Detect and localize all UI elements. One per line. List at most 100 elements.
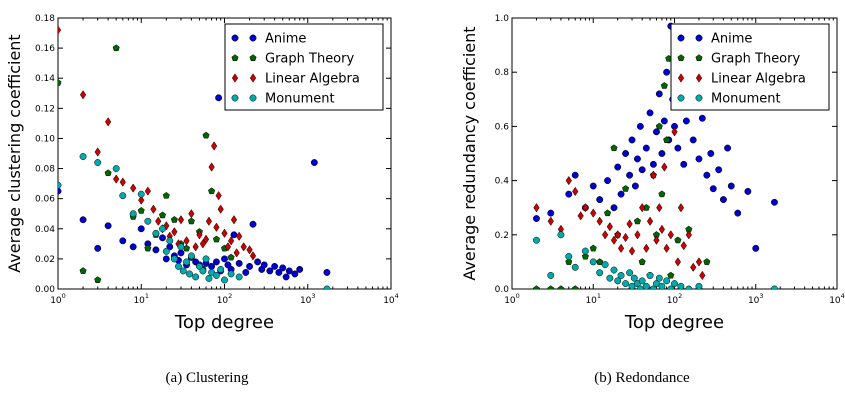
point-linear-algebra bbox=[240, 242, 247, 252]
point-anime bbox=[159, 234, 166, 242]
point-monument bbox=[179, 267, 187, 275]
legend-marker-anime bbox=[231, 34, 239, 42]
point-monument bbox=[58, 181, 62, 189]
point-monument bbox=[235, 273, 243, 281]
point-monument bbox=[557, 231, 565, 239]
point-anime bbox=[719, 196, 727, 204]
point-anime bbox=[323, 268, 331, 276]
point-graph-theory bbox=[104, 169, 112, 177]
point-anime bbox=[215, 94, 223, 102]
point-linear-algebra bbox=[680, 240, 687, 251]
x-tick-label: 103 bbox=[300, 292, 316, 306]
point-anime bbox=[626, 171, 634, 179]
points-layer bbox=[58, 25, 331, 289]
point-anime bbox=[260, 261, 268, 269]
point-linear-algebra bbox=[236, 231, 243, 241]
y-tick-label: 0.02 bbox=[35, 255, 55, 265]
point-linear-algebra bbox=[677, 203, 685, 213]
point-monument bbox=[199, 267, 207, 275]
point-anime bbox=[631, 182, 639, 190]
point-anime bbox=[271, 262, 279, 270]
point-linear-algebra bbox=[213, 222, 220, 232]
point-monument bbox=[202, 255, 210, 263]
point-linear-algebra bbox=[650, 170, 657, 180]
points-layer bbox=[532, 22, 778, 289]
point-graph-theory bbox=[227, 253, 235, 261]
legend-marker-monument bbox=[677, 94, 685, 102]
point-linear-algebra bbox=[113, 174, 120, 184]
point-anime bbox=[94, 244, 102, 252]
point-anime bbox=[246, 262, 254, 270]
point-anime bbox=[152, 246, 160, 254]
point-anime bbox=[634, 155, 641, 163]
legend-label-linear-algebra: Linear Algebra bbox=[711, 72, 806, 87]
point-anime bbox=[614, 163, 622, 171]
point-anime bbox=[771, 198, 778, 206]
point-monument bbox=[217, 265, 225, 273]
x-tick-label: 100 bbox=[504, 292, 520, 306]
point-monument bbox=[628, 282, 636, 289]
point-anime bbox=[279, 264, 287, 272]
point-anime bbox=[727, 182, 735, 190]
point-linear-algebra bbox=[565, 175, 572, 186]
point-graph-theory bbox=[187, 217, 195, 225]
point-monument bbox=[212, 272, 220, 279]
point-monument bbox=[658, 282, 666, 289]
point-linear-algebra bbox=[227, 236, 235, 246]
point-linear-algebra bbox=[634, 230, 641, 240]
point-monument bbox=[177, 243, 185, 251]
point-linear-algebra bbox=[144, 186, 151, 196]
point-monument bbox=[186, 270, 193, 278]
point-anime bbox=[622, 150, 630, 157]
x-tick-label: 101 bbox=[133, 292, 149, 306]
point-linear-algebra bbox=[249, 251, 257, 261]
point-linear-algebra bbox=[646, 216, 654, 226]
point-monument bbox=[655, 274, 663, 282]
point-monument bbox=[626, 269, 634, 277]
series-anime bbox=[58, 94, 331, 281]
point-monument bbox=[636, 285, 644, 289]
y-tick-label: 0.14 bbox=[35, 74, 55, 84]
point-anime bbox=[642, 144, 650, 152]
point-graph-theory bbox=[571, 285, 579, 289]
point-linear-algebra bbox=[667, 230, 674, 240]
point-anime bbox=[119, 237, 127, 245]
point-linear-algebra bbox=[622, 232, 629, 243]
y-tick-label: 0.08 bbox=[35, 165, 55, 175]
point-monument bbox=[589, 258, 597, 266]
point-linear-algebra bbox=[155, 216, 162, 226]
legend-marker-monument bbox=[231, 94, 239, 102]
point-monument bbox=[571, 263, 579, 271]
point-anime bbox=[724, 144, 732, 152]
legend-marker-graph-theory bbox=[677, 54, 685, 62]
point-anime bbox=[703, 171, 711, 179]
point-anime bbox=[565, 190, 573, 198]
series-linear-algebra bbox=[533, 127, 706, 281]
point-linear-algebra bbox=[79, 90, 87, 100]
point-linear-algebra bbox=[171, 227, 178, 237]
point-linear-algebra bbox=[617, 243, 625, 254]
point-linear-algebra bbox=[643, 243, 650, 254]
chart-clustering: 100 101 102 103 104 0.00 0.02 0.04 0.06 0.08 0.10 0… bbox=[5, 14, 399, 333]
point-graph-theory bbox=[94, 276, 102, 283]
point-monument bbox=[119, 192, 127, 200]
point-linear-algebra bbox=[674, 257, 681, 267]
point-monument bbox=[601, 261, 609, 269]
point-linear-algebra bbox=[138, 195, 145, 205]
point-monument bbox=[610, 266, 618, 274]
x-axis-label: Top degree bbox=[174, 312, 274, 333]
point-monument bbox=[630, 274, 638, 282]
point-anime bbox=[249, 220, 257, 228]
y-axis-label: Average redundancy coefficient bbox=[460, 26, 479, 280]
point-anime bbox=[617, 190, 625, 198]
point-monument bbox=[170, 255, 178, 263]
point-linear-algebra bbox=[230, 215, 238, 225]
point-anime bbox=[547, 209, 555, 217]
point-anime bbox=[571, 171, 579, 179]
point-graph-theory bbox=[604, 209, 612, 217]
point-linear-algebra bbox=[196, 230, 203, 240]
point-anime bbox=[663, 68, 671, 76]
caption-clustering: (a) Clustering bbox=[165, 370, 249, 386]
point-anime bbox=[129, 243, 137, 251]
